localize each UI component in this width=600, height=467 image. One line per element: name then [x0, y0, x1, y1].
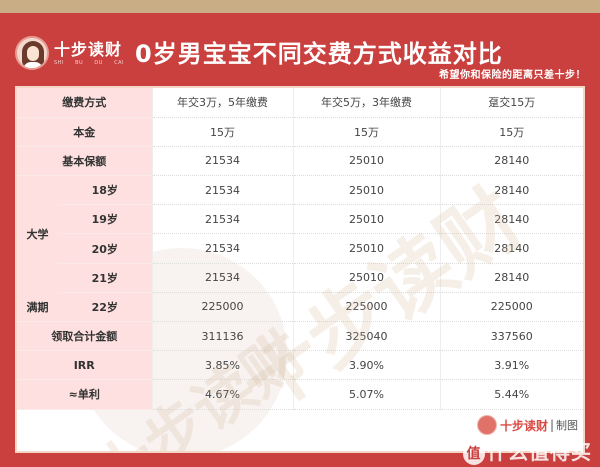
row-label: 20岁	[58, 233, 152, 264]
credit-badge: 十步读财 | 制图	[476, 415, 578, 435]
table-cell: 28140	[439, 204, 583, 235]
table-cell: 25010	[292, 146, 440, 177]
table-cell: 21534	[151, 263, 293, 293]
column-header: 趸交15万	[439, 88, 583, 118]
comparison-table: 缴费方式 年交3万，5年缴费 年交5万，3年缴费 趸交15万 本金 15万 15…	[17, 88, 583, 410]
table-cell: 3.91%	[439, 350, 583, 381]
row-label: 领取合计金额	[17, 321, 152, 352]
table-cell: 15万	[151, 117, 293, 147]
table-cell: 28140	[439, 233, 583, 264]
row-label: 本金	[17, 117, 152, 147]
table-cell: 21534	[151, 175, 293, 206]
table-row: 大学 18岁 21534 25010 28140	[17, 175, 583, 293]
table-row-payment-method: 缴费方式 年交3万，5年缴费 年交5万，3年缴费 趸交15万	[17, 88, 583, 118]
table-row: 21岁 21534 25010 28140	[17, 263, 583, 293]
table-row: 基本保额 21534 25010 28140	[17, 146, 583, 177]
row-label: IRR	[17, 350, 152, 381]
avatar-icon	[15, 36, 49, 70]
brand-name: 十步读财	[54, 39, 123, 59]
table-cell: 21534	[151, 204, 293, 235]
row-label: 缴费方式	[17, 88, 152, 118]
row-label: 19岁	[58, 204, 152, 235]
top-stripe	[0, 0, 600, 13]
row-label: 22岁	[58, 292, 152, 323]
credit-separator: |	[549, 418, 554, 432]
comparison-card: 缴费方式 年交3万，5年缴费 年交5万，3年缴费 趸交15万 本金 15万 15…	[17, 88, 583, 451]
table-cell: 25010	[292, 233, 440, 264]
page-title: 0岁男宝宝不同交费方式收益对比	[135, 40, 503, 68]
table-cell: 25010	[292, 204, 440, 235]
table-cell: 337560	[439, 321, 583, 352]
group-label-college: 大学	[17, 175, 58, 293]
credit-brand: 十步读财	[499, 418, 548, 433]
table-row: ≈单利 4.67% 5.07% 5.44%	[17, 379, 583, 410]
table-cell: 311136	[151, 321, 293, 352]
table-cell: 28140	[439, 175, 583, 206]
table-cell: 5.44%	[439, 379, 583, 410]
table-cell: 225000	[151, 292, 293, 323]
avatar-icon	[476, 415, 497, 435]
table-cell: 25010	[292, 175, 440, 206]
table-row: IRR 3.85% 3.90% 3.91%	[17, 350, 583, 381]
row-label: ≈单利	[17, 379, 152, 410]
table-cell: 3.90%	[292, 350, 440, 381]
table-cell: 21534	[151, 233, 293, 264]
table-cell: 325040	[292, 321, 440, 352]
source-logo-icon: 值	[463, 442, 485, 465]
source-watermark: 值什么值得买	[463, 436, 592, 465]
table-cell: 225000	[439, 292, 583, 323]
group-label-maturity: 满期	[17, 292, 58, 323]
table-cell: 28140	[439, 263, 583, 293]
table-cell: 15万	[292, 117, 440, 147]
row-label: 21岁	[58, 263, 152, 293]
credit-made-by: 制图	[556, 419, 578, 432]
table-row: 满期 22岁 225000 225000 225000	[17, 292, 583, 323]
table-cell: 3.85%	[151, 350, 293, 381]
column-header: 年交3万，5年缴费	[151, 88, 293, 118]
table-row: 领取合计金额 311136 325040 337560	[17, 321, 583, 352]
table-cell: 21534	[151, 146, 293, 177]
table-row: 20岁 21534 25010 28140	[17, 233, 583, 264]
table-row: 19岁 21534 25010 28140	[17, 204, 583, 235]
table-row: 本金 15万 15万 15万	[17, 117, 583, 147]
brand-logo: 十步读财 SHI BU DU CAI	[15, 36, 124, 70]
row-label: 基本保额	[17, 146, 152, 177]
table-cell: 225000	[292, 292, 440, 323]
brand-pinyin: SHI BU DU CAI	[54, 59, 124, 66]
table-cell: 5.07%	[292, 379, 440, 410]
table-cell: 15万	[439, 117, 583, 147]
table-cell: 28140	[439, 146, 583, 177]
page-subtitle: 希望你和保险的距离只差十步！	[439, 70, 586, 81]
table-cell: 4.67%	[151, 379, 293, 410]
row-label: 18岁	[58, 175, 152, 206]
column-header: 年交5万，3年缴费	[292, 88, 440, 118]
table-cell: 25010	[292, 263, 440, 293]
source-watermark-text: 什么值得买	[487, 440, 592, 464]
